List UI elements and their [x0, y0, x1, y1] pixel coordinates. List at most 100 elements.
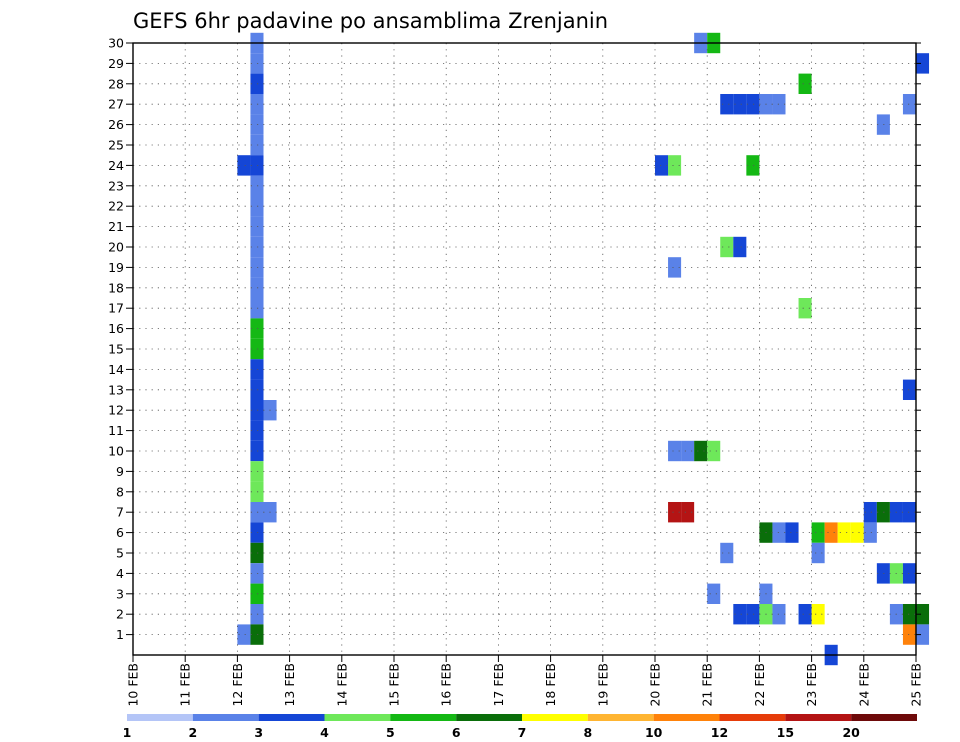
- y-tick-label: 3: [116, 586, 124, 601]
- precip-cell: [916, 53, 930, 74]
- y-tick-label: 8: [116, 484, 124, 499]
- precip-cell: [668, 257, 682, 278]
- precip-cell: [250, 379, 264, 400]
- x-tick-label: 19 FEB: [595, 663, 610, 707]
- colorbar-label: 20: [842, 725, 860, 740]
- colorbar-label: 6: [452, 725, 461, 740]
- colorbar-segment: [719, 714, 786, 721]
- colorbar: 1 2 3 4 5 6 7 8 10 12 15 20: [123, 714, 917, 740]
- precip-cell: [720, 542, 734, 564]
- chart-title: GEFS 6hr padavine po ansamblima Zrenjani…: [133, 9, 608, 33]
- precip-cell: [681, 440, 695, 462]
- colorbar-segment: [456, 714, 522, 721]
- precip-cell: [681, 502, 695, 523]
- precip-cell: [250, 481, 264, 502]
- precip-cell: [916, 624, 930, 645]
- y-tick-label: 13: [108, 382, 124, 397]
- precip-cell: [902, 563, 916, 584]
- colorbar-segment: [324, 714, 391, 721]
- y-tick-label: 23: [108, 178, 124, 193]
- precip-cell: [250, 73, 264, 94]
- precip-cell: [250, 338, 264, 360]
- precip-cell: [237, 624, 251, 645]
- y-tick-label: 7: [116, 505, 124, 520]
- y-tick-label: 22: [108, 199, 124, 214]
- precip-cell: [250, 359, 264, 380]
- y-tick-label: 17: [108, 301, 124, 316]
- y-tick-label: 14: [108, 362, 124, 377]
- precip-cell: [733, 236, 747, 258]
- cells-layer: [237, 32, 930, 666]
- precip-cell: [746, 155, 760, 176]
- colorbar-segment: [785, 714, 852, 721]
- precip-cell: [250, 461, 264, 482]
- colorbar-label: 10: [645, 725, 663, 740]
- colorbar-label: 3: [254, 725, 263, 740]
- precip-cell: [798, 73, 812, 94]
- y-tick-label: 27: [108, 97, 124, 112]
- x-tick-label: 10 FEB: [126, 663, 141, 707]
- colorbar-segment: [587, 714, 654, 721]
- y-tick-label: 12: [108, 403, 124, 418]
- colorbar-label: 8: [583, 725, 592, 740]
- colorbar-segment: [390, 714, 457, 721]
- precip-cell: [746, 94, 760, 115]
- x-tick-label: 17 FEB: [491, 663, 506, 707]
- colorbar-label: 7: [518, 725, 527, 740]
- y-tick-label: 10: [108, 444, 124, 459]
- x-tick-label: 24 FEB: [856, 663, 871, 707]
- x-tick-label: 15 FEB: [387, 663, 402, 707]
- precip-cell: [811, 604, 825, 625]
- precip-cell: [250, 522, 264, 543]
- y-tick-label: 9: [116, 464, 124, 479]
- precip-cell: [250, 277, 264, 298]
- y-tick-label: 6: [116, 525, 124, 540]
- y-tick-label: 16: [108, 321, 124, 336]
- precip-cell: [250, 155, 264, 176]
- precip-cell: [902, 604, 916, 625]
- colorbar-label: 1: [123, 725, 132, 740]
- precip-cell: [250, 542, 264, 564]
- x-tick-label: 22 FEB: [752, 663, 767, 707]
- y-tick-label: 2: [116, 607, 124, 622]
- precip-cell: [250, 53, 264, 74]
- colorbar-label: 15: [777, 725, 794, 740]
- precip-cell: [250, 175, 264, 196]
- x-tick-label: 16 FEB: [439, 663, 454, 707]
- precip-cell: [916, 604, 930, 625]
- precip-cell: [250, 502, 264, 523]
- y-tick-label: 26: [108, 117, 124, 132]
- y-tick-label: 29: [108, 56, 124, 71]
- precip-cell: [902, 502, 916, 523]
- precip-cell: [250, 94, 264, 115]
- y-tick-label: 5: [116, 546, 124, 561]
- precip-cell: [250, 400, 264, 421]
- precip-cell: [798, 604, 812, 625]
- y-tick-label: 19: [108, 260, 124, 275]
- y-tick-label: 21: [108, 219, 124, 234]
- precip-cell: [250, 604, 264, 625]
- precip-cell: [707, 583, 721, 604]
- precip-cell: [720, 236, 734, 258]
- precip-cell: [668, 155, 682, 176]
- x-tick-label: 13 FEB: [282, 663, 297, 707]
- x-tick-label: 18 FEB: [543, 663, 558, 707]
- precip-cell: [250, 134, 264, 156]
- y-tick-label: 4: [116, 566, 124, 581]
- y-tick-label: 28: [108, 76, 124, 91]
- precip-cell: [668, 440, 682, 462]
- colorbar-segment: [127, 714, 193, 721]
- precip-cell: [733, 94, 747, 115]
- precip-cell: [250, 624, 264, 645]
- precip-cell: [811, 522, 825, 543]
- x-tick-label: 11 FEB: [178, 663, 193, 707]
- x-tick-label: 12 FEB: [230, 663, 245, 707]
- precip-cell: [824, 522, 838, 543]
- colorbar-segment: [192, 714, 259, 721]
- precip-cell: [798, 298, 812, 319]
- grid-layer: [132, 42, 917, 655]
- precip-cell: [250, 583, 264, 604]
- x-tick-label: 20 FEB: [648, 663, 663, 707]
- precip-cell: [250, 298, 264, 319]
- colorbar-label: 4: [320, 725, 329, 740]
